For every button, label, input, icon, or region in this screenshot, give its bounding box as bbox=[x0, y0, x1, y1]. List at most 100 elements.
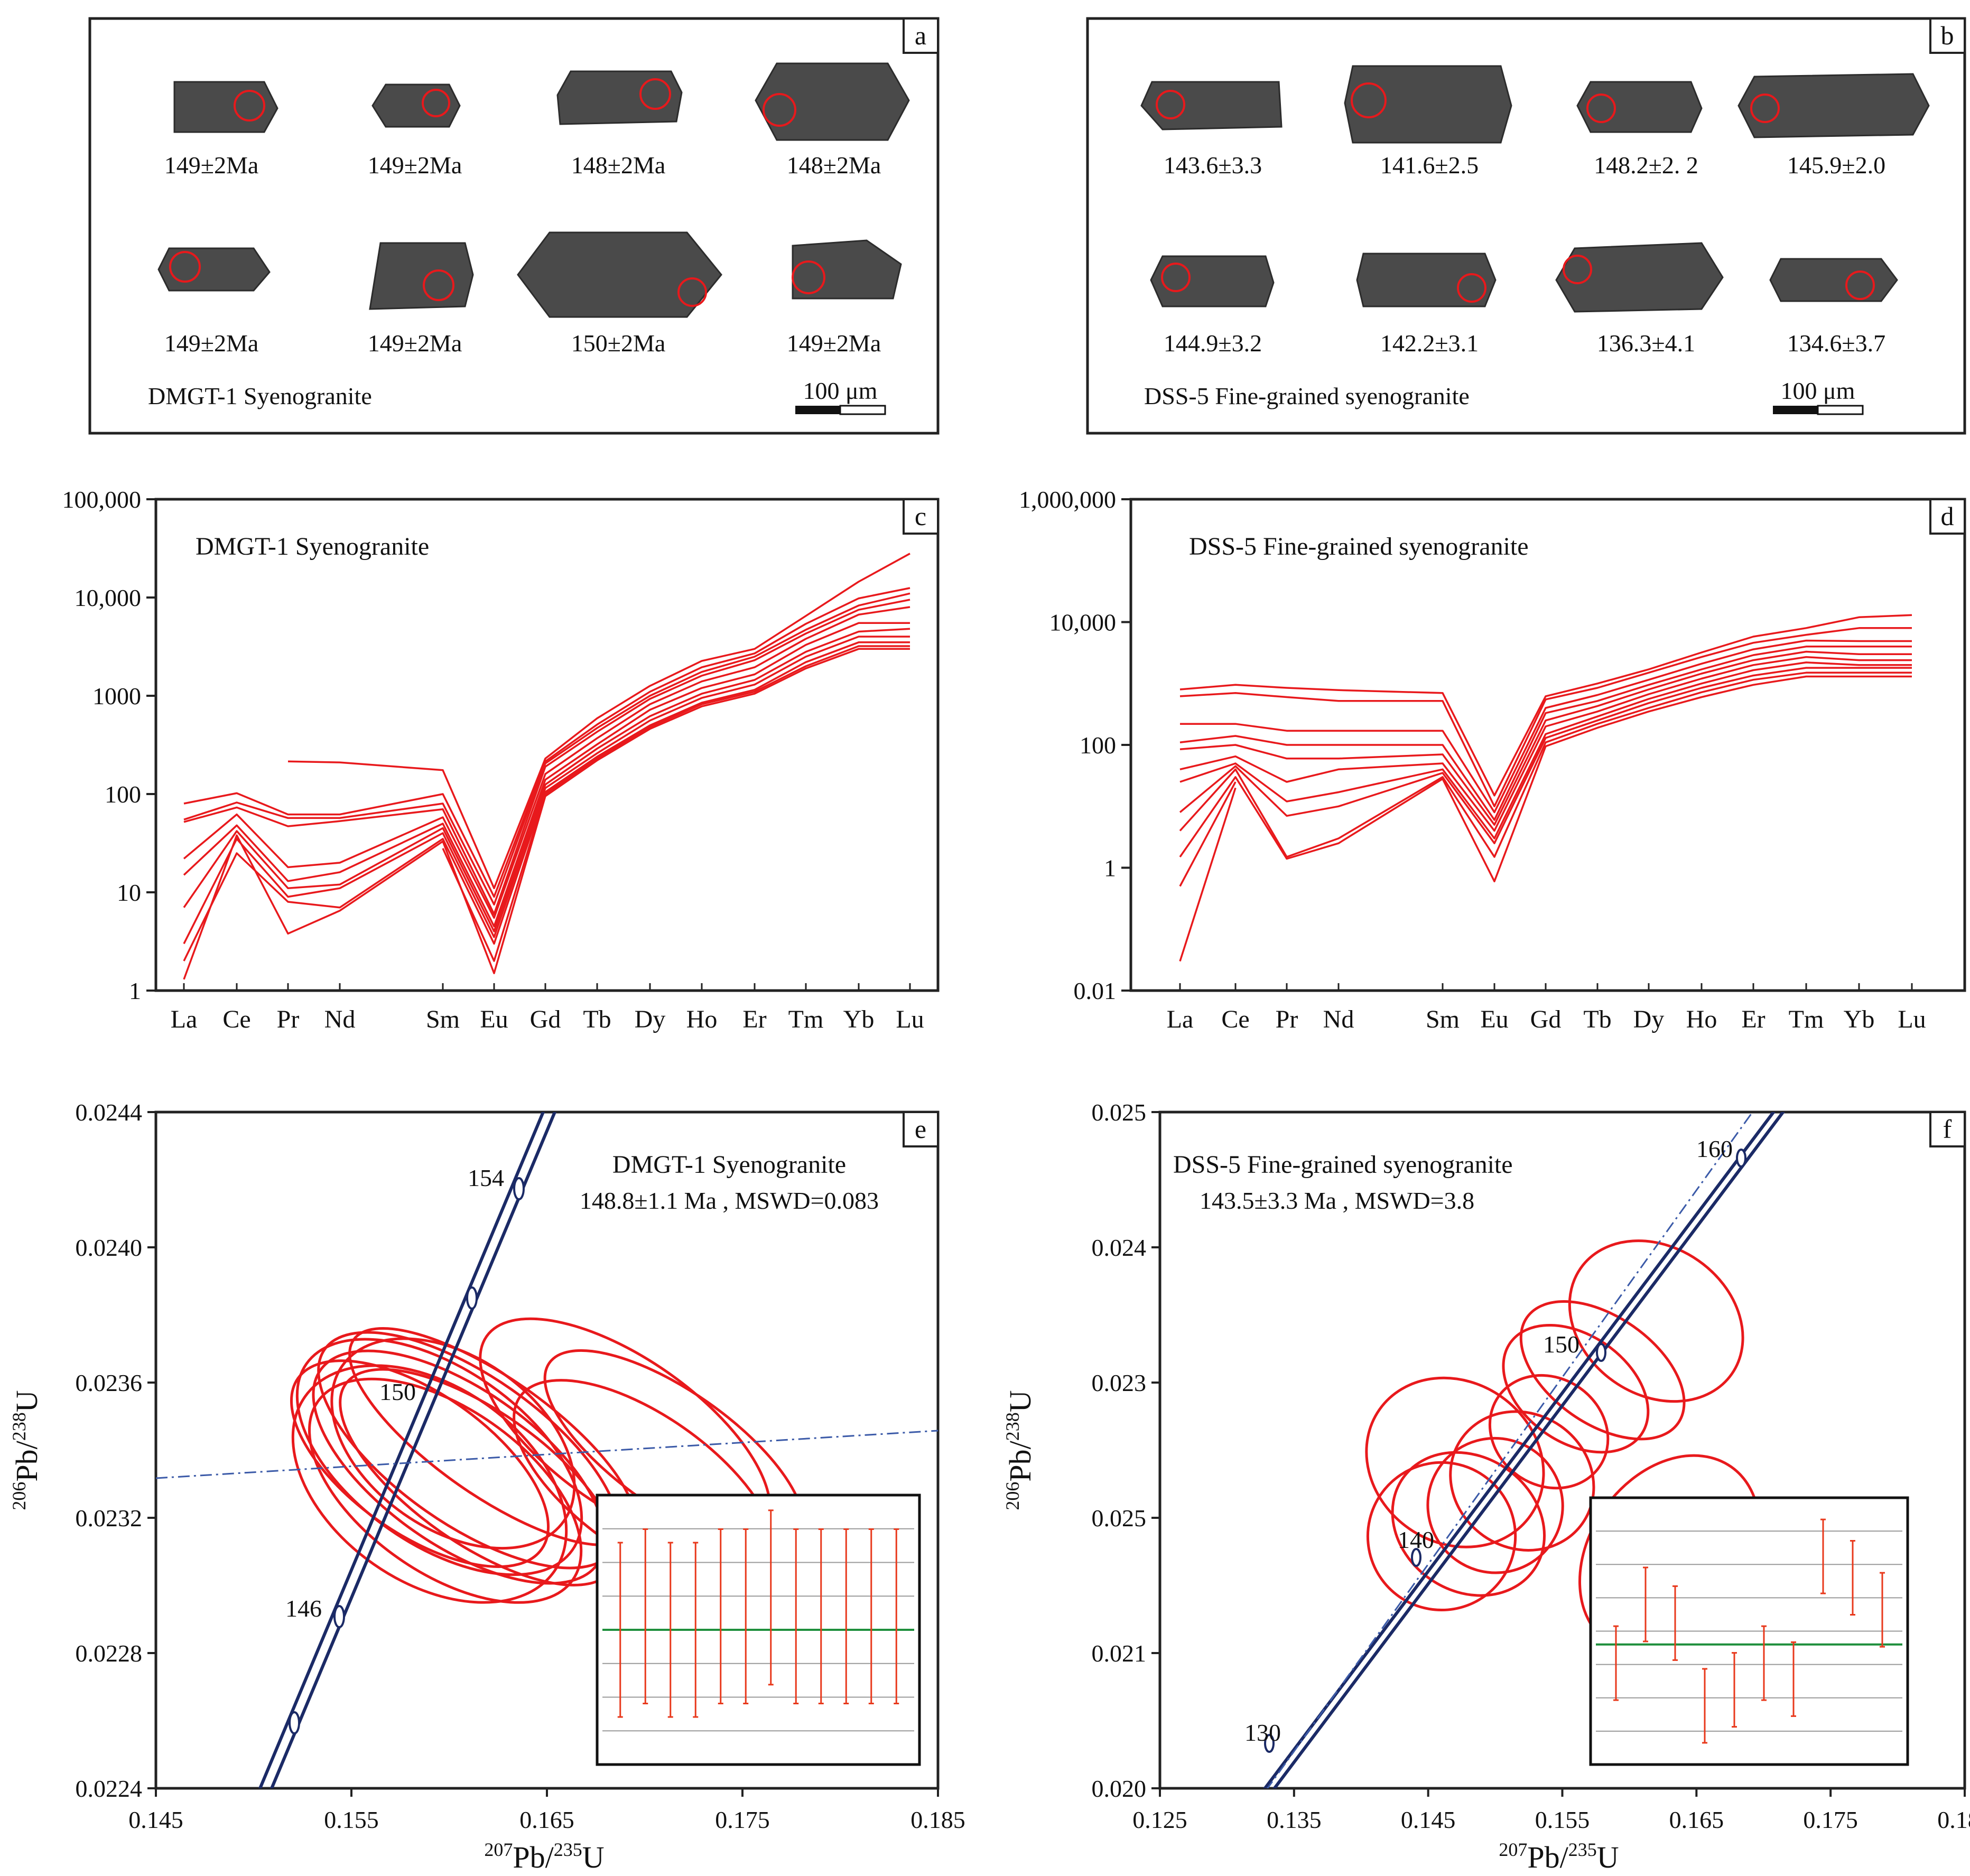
series-lines-c bbox=[183, 553, 910, 980]
panel-letter-a: a bbox=[915, 21, 926, 50]
x-tick-label: Pr bbox=[277, 1005, 300, 1033]
scale-bar-b bbox=[1773, 405, 1864, 415]
y-tick-label: 100 bbox=[1080, 732, 1116, 759]
x-tick-label: Sm bbox=[1426, 1005, 1460, 1033]
y-tick-label: 0.023 bbox=[1092, 1369, 1147, 1396]
series-line-d9 bbox=[1179, 671, 1912, 858]
error-ellipse bbox=[1488, 1374, 1610, 1490]
error-ellipse bbox=[290, 1359, 550, 1569]
x-tick-label: 0.165 bbox=[1669, 1806, 1724, 1833]
x-tick-labels-c: La Ce Pr Nd Sm Eu Gd Tb Dy Ho Er Tm Yb Lu bbox=[171, 983, 924, 1033]
error-ellipses-e bbox=[290, 1317, 805, 1604]
series-line-d12 bbox=[1179, 787, 1237, 962]
series-line-c3 bbox=[183, 592, 910, 906]
series-line-d10 bbox=[1179, 675, 1912, 883]
x-tick-label: 0.135 bbox=[1267, 1806, 1322, 1833]
x-tick-label: 0.155 bbox=[324, 1806, 379, 1833]
x-tick-label: 0.165 bbox=[519, 1806, 574, 1833]
x-tick-label: Ho bbox=[1686, 1005, 1717, 1033]
series-line-c5 bbox=[183, 606, 910, 919]
age-label: 150±2Ma bbox=[571, 330, 666, 357]
concordia-age-label: 130 bbox=[1244, 1719, 1281, 1746]
concordia-age-label: 146 bbox=[285, 1595, 322, 1622]
axis-ticks-e: 0.145 0.155 0.165 0.175 0.185 0.0224 0.0228 0.0… bbox=[76, 1099, 965, 1833]
series-line-c7 bbox=[183, 628, 910, 932]
series-line-c2 bbox=[183, 587, 910, 898]
x-tick-label: Eu bbox=[480, 1005, 508, 1033]
age-label: 143.6±3.3 bbox=[1164, 152, 1262, 179]
x-tick-label: La bbox=[1167, 1005, 1194, 1033]
y-tick-label: 1,000,000 bbox=[1019, 486, 1116, 513]
age-label: 149±2Ma bbox=[787, 330, 881, 357]
series-line-c10 bbox=[183, 648, 910, 980]
age-label: 149±2Ma bbox=[164, 152, 259, 179]
age-label: 148±2Ma bbox=[571, 152, 666, 179]
age-label: 145.9±2.0 bbox=[1787, 152, 1885, 179]
x-tick-label: Sm bbox=[426, 1005, 460, 1033]
concordia-age-label: 140 bbox=[1398, 1526, 1434, 1553]
zircon-grain bbox=[1576, 81, 1703, 133]
series-line-d3 bbox=[1180, 639, 1912, 814]
y-tick-label: 0.024 bbox=[1092, 1234, 1147, 1261]
x-tick-label: Nd bbox=[324, 1005, 356, 1033]
x-tick-label: Lu bbox=[896, 1005, 924, 1033]
y-tick-label: 100,000 bbox=[62, 486, 142, 513]
x-tick-label: Tb bbox=[1583, 1005, 1611, 1033]
chart-title-f: DSS-5 Fine-grained syenogranite bbox=[1173, 1151, 1513, 1179]
x-tick-label: Yb bbox=[1844, 1005, 1875, 1033]
x-tick-label: Gd bbox=[530, 1005, 561, 1033]
x-tick-label: 0.125 bbox=[1132, 1806, 1187, 1833]
concordia-age-label: 150 bbox=[379, 1378, 416, 1405]
y-tick-label: 10 bbox=[117, 879, 141, 906]
x-tick-label: Ce bbox=[222, 1005, 250, 1033]
zircon-grain bbox=[1769, 258, 1898, 302]
y-tick-label: 0.01 bbox=[1074, 977, 1117, 1004]
age-label: 148.2±2. 2 bbox=[1594, 152, 1698, 179]
y-tick-label: 0.025 bbox=[1092, 1505, 1147, 1532]
error-ellipse bbox=[1568, 1239, 1744, 1403]
y-axis-label-f: 206Pb/238U bbox=[1002, 1390, 1037, 1510]
y-tick-label: 0.021 bbox=[1092, 1640, 1147, 1667]
x-tick-label: Ce bbox=[1221, 1005, 1249, 1033]
age-label: 149±2Ma bbox=[368, 330, 462, 357]
series-line-c11 bbox=[442, 645, 910, 962]
zircon-grain bbox=[157, 247, 271, 292]
error-ellipse bbox=[1426, 1436, 1564, 1574]
series-line-d6 bbox=[1179, 656, 1912, 832]
scale-label-a: 100 μm bbox=[803, 377, 878, 404]
scale-label-b: 100 μm bbox=[1781, 377, 1855, 404]
age-label: 149±2Ma bbox=[368, 152, 462, 179]
zircon-grain bbox=[1737, 73, 1930, 138]
zircon-grain bbox=[1356, 253, 1497, 307]
y-tick-label: 10,000 bbox=[1049, 609, 1117, 636]
zircon-grain bbox=[556, 70, 683, 125]
x-tick-label: Dy bbox=[635, 1005, 666, 1033]
axis-ticks-f: 0.125 0.135 0.145 0.155 0.165 0.175 0.185 0.020… bbox=[1092, 1099, 1970, 1833]
series-line-d4 bbox=[1179, 646, 1912, 821]
y-tick-label: 0.0232 bbox=[76, 1505, 143, 1532]
age-label: 148±2Ma bbox=[787, 152, 881, 179]
series-line-c1 bbox=[287, 553, 910, 890]
y-ticks-c: 1 10 100 1000 10,000 100,000 bbox=[62, 486, 156, 1004]
panel-letter-e: e bbox=[915, 1114, 926, 1144]
panel-a: a 149±2Ma 149±2Ma 148±2Ma 148±2Ma 149±2M… bbox=[88, 17, 940, 435]
zircon-grain bbox=[1140, 81, 1283, 130]
x-tick-label: Tm bbox=[1789, 1005, 1824, 1033]
concordia-age-label: 160 bbox=[1696, 1135, 1733, 1162]
x-tick-label: 0.145 bbox=[1401, 1806, 1456, 1833]
error-ellipse bbox=[1519, 1300, 1686, 1441]
x-tick-label: Gd bbox=[1530, 1005, 1562, 1033]
x-tick-label: Lu bbox=[1898, 1005, 1926, 1033]
series-line-d7 bbox=[1179, 661, 1912, 839]
error-ellipse bbox=[1365, 1376, 1545, 1548]
panel-d: d DSS-5 Fine-grained syenogranite 0.01 1 1… bbox=[1019, 486, 1966, 1033]
series-line-c6 bbox=[183, 622, 910, 928]
y-tick-label: 100 bbox=[105, 781, 141, 808]
x-tick-label: Er bbox=[742, 1005, 766, 1033]
spot-markers-a bbox=[169, 78, 825, 307]
age-label: 136.3±4.1 bbox=[1597, 330, 1695, 357]
panel-c: c DMGT-1 Syenogranite 1 10 100 1000 10,000 10… bbox=[62, 486, 940, 1033]
age-label: 141.6±2.5 bbox=[1380, 152, 1479, 179]
error-ellipse bbox=[1366, 1461, 1517, 1612]
